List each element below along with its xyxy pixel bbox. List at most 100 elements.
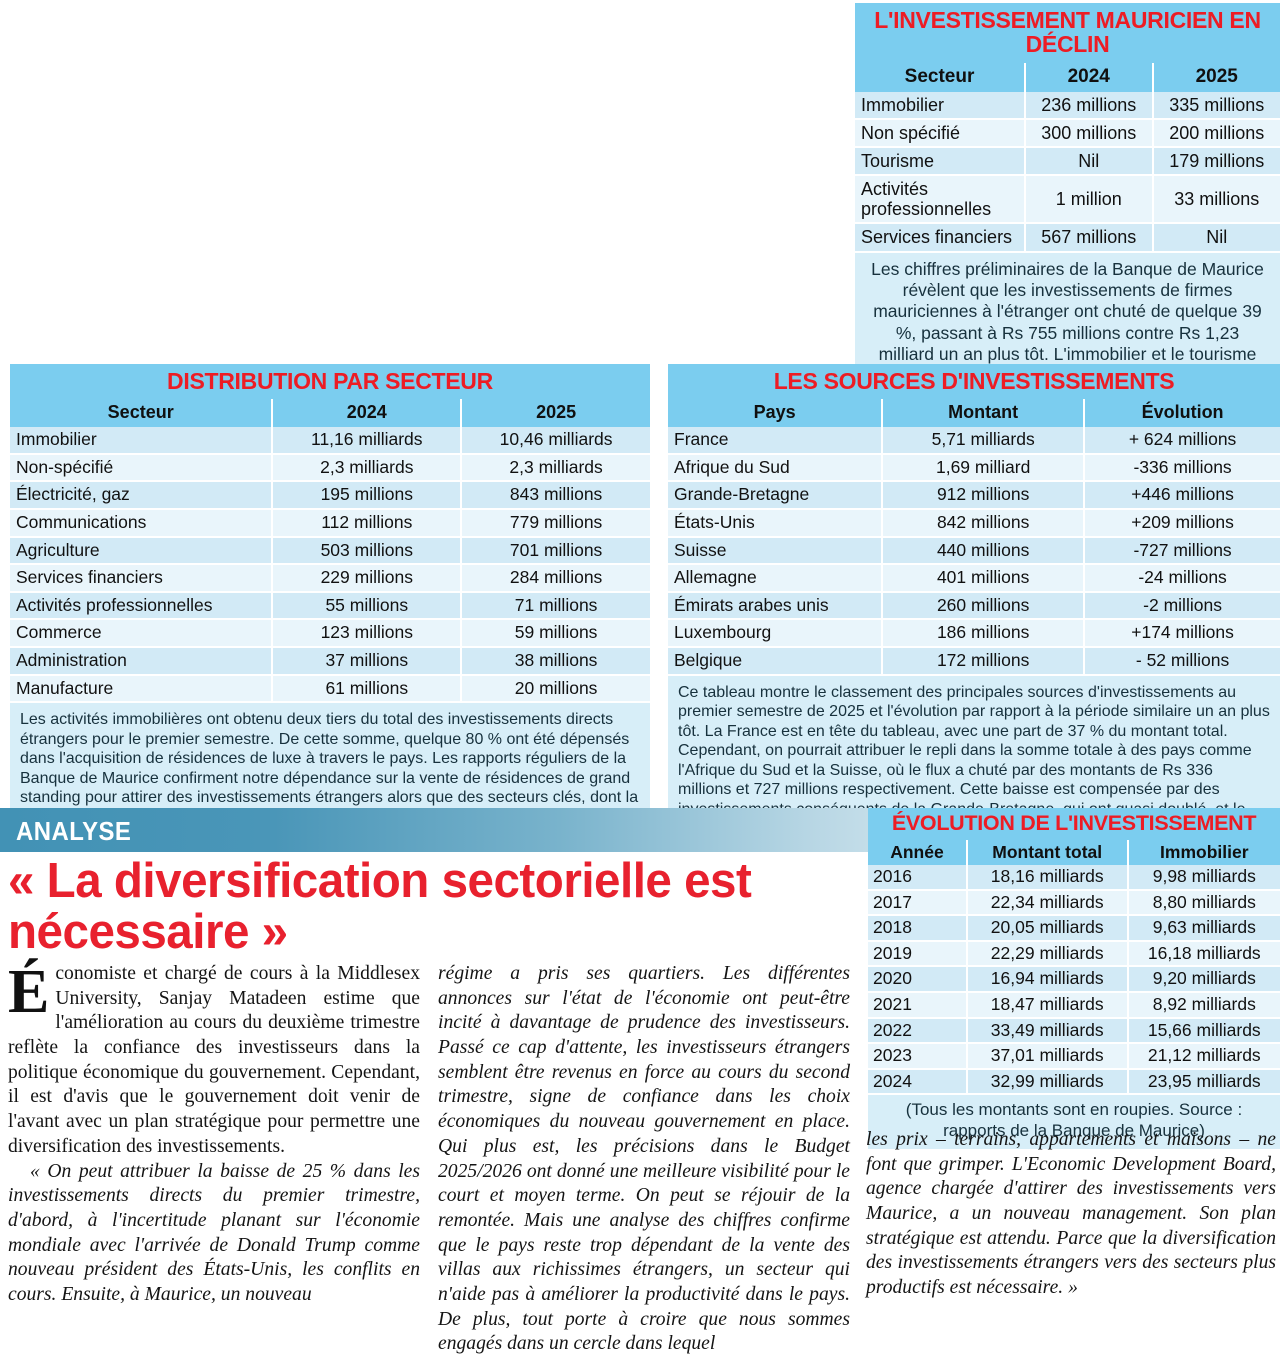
column-header-2024: 2024 xyxy=(1025,63,1153,92)
column-header-annee: Année xyxy=(868,840,967,865)
cell-value: 9,98 milliards xyxy=(1128,865,1280,890)
cell-label: Électricité, gaz xyxy=(10,481,272,509)
table-card-evolution-investissement: ÉVOLUTION DE L'INVESTISSEMENT Année Mont… xyxy=(868,808,1280,1149)
card-title-evolution: ÉVOLUTION DE L'INVESTISSEMENT xyxy=(868,808,1280,840)
cell-value: + 624 millions xyxy=(1084,427,1280,454)
cell-label: Communications xyxy=(10,509,272,537)
cell-value: +209 millions xyxy=(1084,509,1280,537)
cell-label: Services financiers xyxy=(855,223,1025,251)
column-header-2025: 2025 xyxy=(461,399,650,427)
cell-value: -2 millions xyxy=(1084,592,1280,620)
cell-value: 2,3 milliards xyxy=(461,454,650,482)
cell-value: 16,94 milliards xyxy=(967,966,1128,992)
cell-value: 20,05 milliards xyxy=(967,915,1128,941)
cell-value: 33,49 milliards xyxy=(967,1018,1128,1044)
cell-label: 2022 xyxy=(868,1018,967,1044)
cell-label: États-Unis xyxy=(668,509,882,537)
cell-value: 20 millions xyxy=(461,675,650,703)
cell-value: 8,92 milliards xyxy=(1128,992,1280,1018)
article-quote-paragraph-1: « On peut attribuer la baisse de 25 % da… xyxy=(8,1160,420,1308)
cell-value: 21,12 milliards xyxy=(1128,1043,1280,1069)
cell-value: 23,95 milliards xyxy=(1128,1069,1280,1095)
article-lead-text: conomiste et chargé de cours à la Middle… xyxy=(8,963,420,1157)
cell-value: 8,80 milliards xyxy=(1128,890,1280,916)
cell-label: Suisse xyxy=(668,537,882,565)
table-header-row: Pays Montant Évolution xyxy=(668,399,1280,427)
card-title-distribution: DISTRIBUTION PAR SECTEUR xyxy=(10,364,650,399)
table-header-row: Secteur 2024 2025 xyxy=(10,399,650,427)
cell-label: Immobilier xyxy=(855,92,1025,119)
column-header-2025: 2025 xyxy=(1153,63,1280,92)
table-card-sources-investissements: LES SOURCES D'INVESTISSEMENTS Pays Monta… xyxy=(668,364,1280,848)
cell-label: Non-spécifié xyxy=(10,454,272,482)
article-column-3: les prix – terrains, appartements et mai… xyxy=(866,1128,1276,1301)
cell-label: Administration xyxy=(10,647,272,675)
cell-value: 37 millions xyxy=(272,647,461,675)
cell-value: 9,63 milliards xyxy=(1128,915,1280,941)
cell-value: 9,20 milliards xyxy=(1128,966,1280,992)
cell-value: 18,47 milliards xyxy=(967,992,1128,1018)
cell-value: 842 millions xyxy=(882,509,1084,537)
cell-value: 236 millions xyxy=(1025,92,1153,119)
cell-value: 59 millions xyxy=(461,619,650,647)
article-column-2: régime a pris ses quartiers. Les différe… xyxy=(438,962,850,1357)
cell-value: 10,46 milliards xyxy=(461,427,650,454)
cell-label: Activités professionnelles xyxy=(10,592,272,620)
cell-label: 2024 xyxy=(868,1069,967,1095)
cell-value: 912 millions xyxy=(882,481,1084,509)
cell-label: 2018 xyxy=(868,915,967,941)
cell-value: 61 millions xyxy=(272,675,461,703)
column-header-evolution: Évolution xyxy=(1084,399,1280,427)
cell-value: 15,66 milliards xyxy=(1128,1018,1280,1044)
cell-value: 33 millions xyxy=(1153,175,1280,223)
cell-value: +446 millions xyxy=(1084,481,1280,509)
cell-value: 260 millions xyxy=(882,592,1084,620)
article-quote-paragraph-3: les prix – terrains, appartements et mai… xyxy=(866,1128,1276,1301)
column-header-montant-total: Montant total xyxy=(967,840,1128,865)
column-header-montant: Montant xyxy=(882,399,1084,427)
cell-value: Nil xyxy=(1025,147,1153,175)
cell-value: 284 millions xyxy=(461,564,650,592)
cell-value: 11,16 milliards xyxy=(272,427,461,454)
table-card-investissement-declin: L'INVESTISSEMENT MAURICIEN EN DÉCLIN Sec… xyxy=(855,3,1280,395)
cell-label: 2019 xyxy=(868,941,967,967)
cell-label: Grande-Bretagne xyxy=(668,481,882,509)
table-header-row: Secteur 2024 2025 xyxy=(855,63,1280,92)
cell-value: +174 millions xyxy=(1084,619,1280,647)
column-header-pays: Pays xyxy=(668,399,882,427)
cell-value: 843 millions xyxy=(461,481,650,509)
cell-label: Commerce xyxy=(10,619,272,647)
cell-label: Activités professionnelles xyxy=(855,175,1025,223)
cell-value: 2,3 milliards xyxy=(272,454,461,482)
cell-value: Nil xyxy=(1153,223,1280,251)
cell-value: 335 millions xyxy=(1153,92,1280,119)
cell-label: Immobilier xyxy=(10,427,272,454)
